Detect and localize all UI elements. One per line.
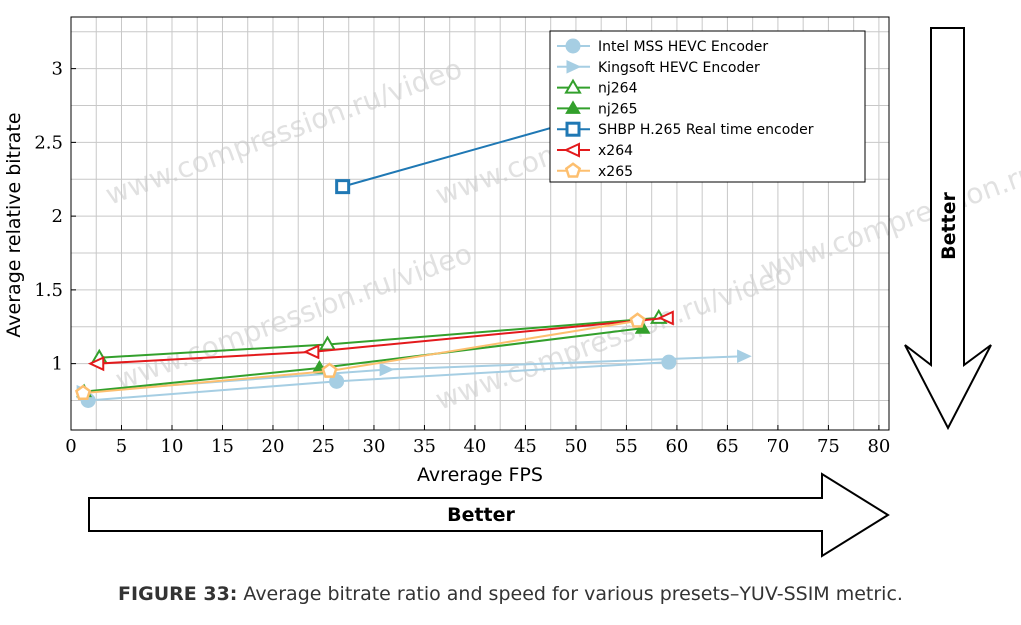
data-point — [737, 349, 752, 364]
legend-entry-label: SHBP H.265 Real time encoder — [598, 122, 814, 138]
legend-entry-label: x265 — [598, 164, 633, 180]
series-6 — [87, 310, 674, 372]
legend-swatch-marker — [565, 38, 581, 54]
down-arrow-label: Better — [938, 191, 960, 259]
x-tick-label: 40 — [463, 436, 486, 457]
right-arrow-label: Better — [447, 504, 515, 526]
legend-entry-label: Intel MSS HEVC Encoder — [598, 39, 768, 55]
legend-swatch-marker — [563, 142, 580, 158]
data-point — [657, 310, 674, 326]
legend-swatch-marker — [564, 78, 582, 94]
x-tick-label: 60 — [665, 436, 688, 457]
legend-swatch-marker — [564, 162, 582, 178]
legend-entry-label: nj265 — [598, 101, 637, 117]
watermark-text: www.compression.ru/video — [111, 237, 476, 397]
better-down-arrow: Better — [904, 27, 992, 431]
legend-swatch-marker — [565, 100, 581, 114]
x-tick-label: 20 — [262, 436, 285, 457]
caption-label: FIGURE 33: — [118, 583, 238, 605]
legend: Intel MSS HEVC Encoder Kingsoft HEVC Enco… — [549, 30, 866, 183]
x-axis-label: Avrerage FPS — [417, 464, 543, 486]
caption-text: Average bitrate ratio and speed for vari… — [237, 583, 903, 605]
y-tick-label: 1 — [52, 354, 63, 375]
x-tick-label: 10 — [161, 436, 184, 457]
data-point — [74, 384, 92, 401]
y-axis-ticks: 1 1.5 2 2.5 3 — [34, 59, 76, 375]
legend-swatch-marker — [566, 60, 582, 74]
series-layer — [74, 90, 752, 408]
data-point — [87, 356, 105, 372]
x-tick-label: 30 — [363, 436, 386, 457]
y-tick-label: 2.5 — [34, 132, 63, 153]
better-right-arrow: Better — [88, 472, 890, 558]
x-tick-label: 70 — [766, 436, 789, 457]
x-tick-label: 45 — [514, 436, 537, 457]
x-tick-label: 0 — [65, 436, 76, 457]
data-point — [661, 354, 677, 370]
watermark-text: www.compression.ru/video — [101, 52, 466, 212]
legend-entry-label: Kingsoft HEVC Encoder — [598, 60, 760, 76]
x-tick-label: 5 — [116, 436, 127, 457]
data-point — [321, 362, 338, 378]
x-tick-label: 55 — [615, 436, 638, 457]
legend-box — [549, 30, 866, 183]
x-tick-label: 80 — [867, 436, 890, 457]
right-arrow-shape — [88, 472, 890, 558]
x-tick-label: 50 — [564, 436, 587, 457]
y-tick-label: 2 — [52, 206, 63, 227]
series-7 — [74, 312, 646, 401]
x-tick-label: 65 — [716, 436, 739, 457]
figure-caption: FIGURE 33: Average bitrate ratio and spe… — [0, 583, 1021, 605]
y-axis-label: Average relative bitrate — [3, 112, 25, 337]
y-tick-label: 3 — [52, 59, 63, 80]
legend-entry-label: x264 — [598, 143, 633, 159]
watermark-text: www.compression.ru/video — [431, 257, 796, 417]
data-point — [629, 312, 646, 328]
y-tick-label: 1.5 — [34, 280, 63, 301]
x-tick-label: 75 — [817, 436, 840, 457]
data-point — [379, 362, 395, 377]
plot-frame — [70, 16, 890, 431]
x-tick-label: 15 — [211, 436, 234, 457]
down-arrow-shape — [904, 27, 992, 431]
x-axis-ticks: 0 5 10 15 20 25 30 35 40 45 50 55 60 65 70 75 80 — [65, 425, 890, 457]
data-point — [335, 179, 351, 195]
data-point — [302, 344, 320, 360]
x-tick-label: 35 — [413, 436, 436, 457]
legend-swatch-marker — [565, 121, 581, 137]
x-tick-label: 25 — [312, 436, 335, 457]
legend-entry-label: nj264 — [598, 81, 638, 97]
